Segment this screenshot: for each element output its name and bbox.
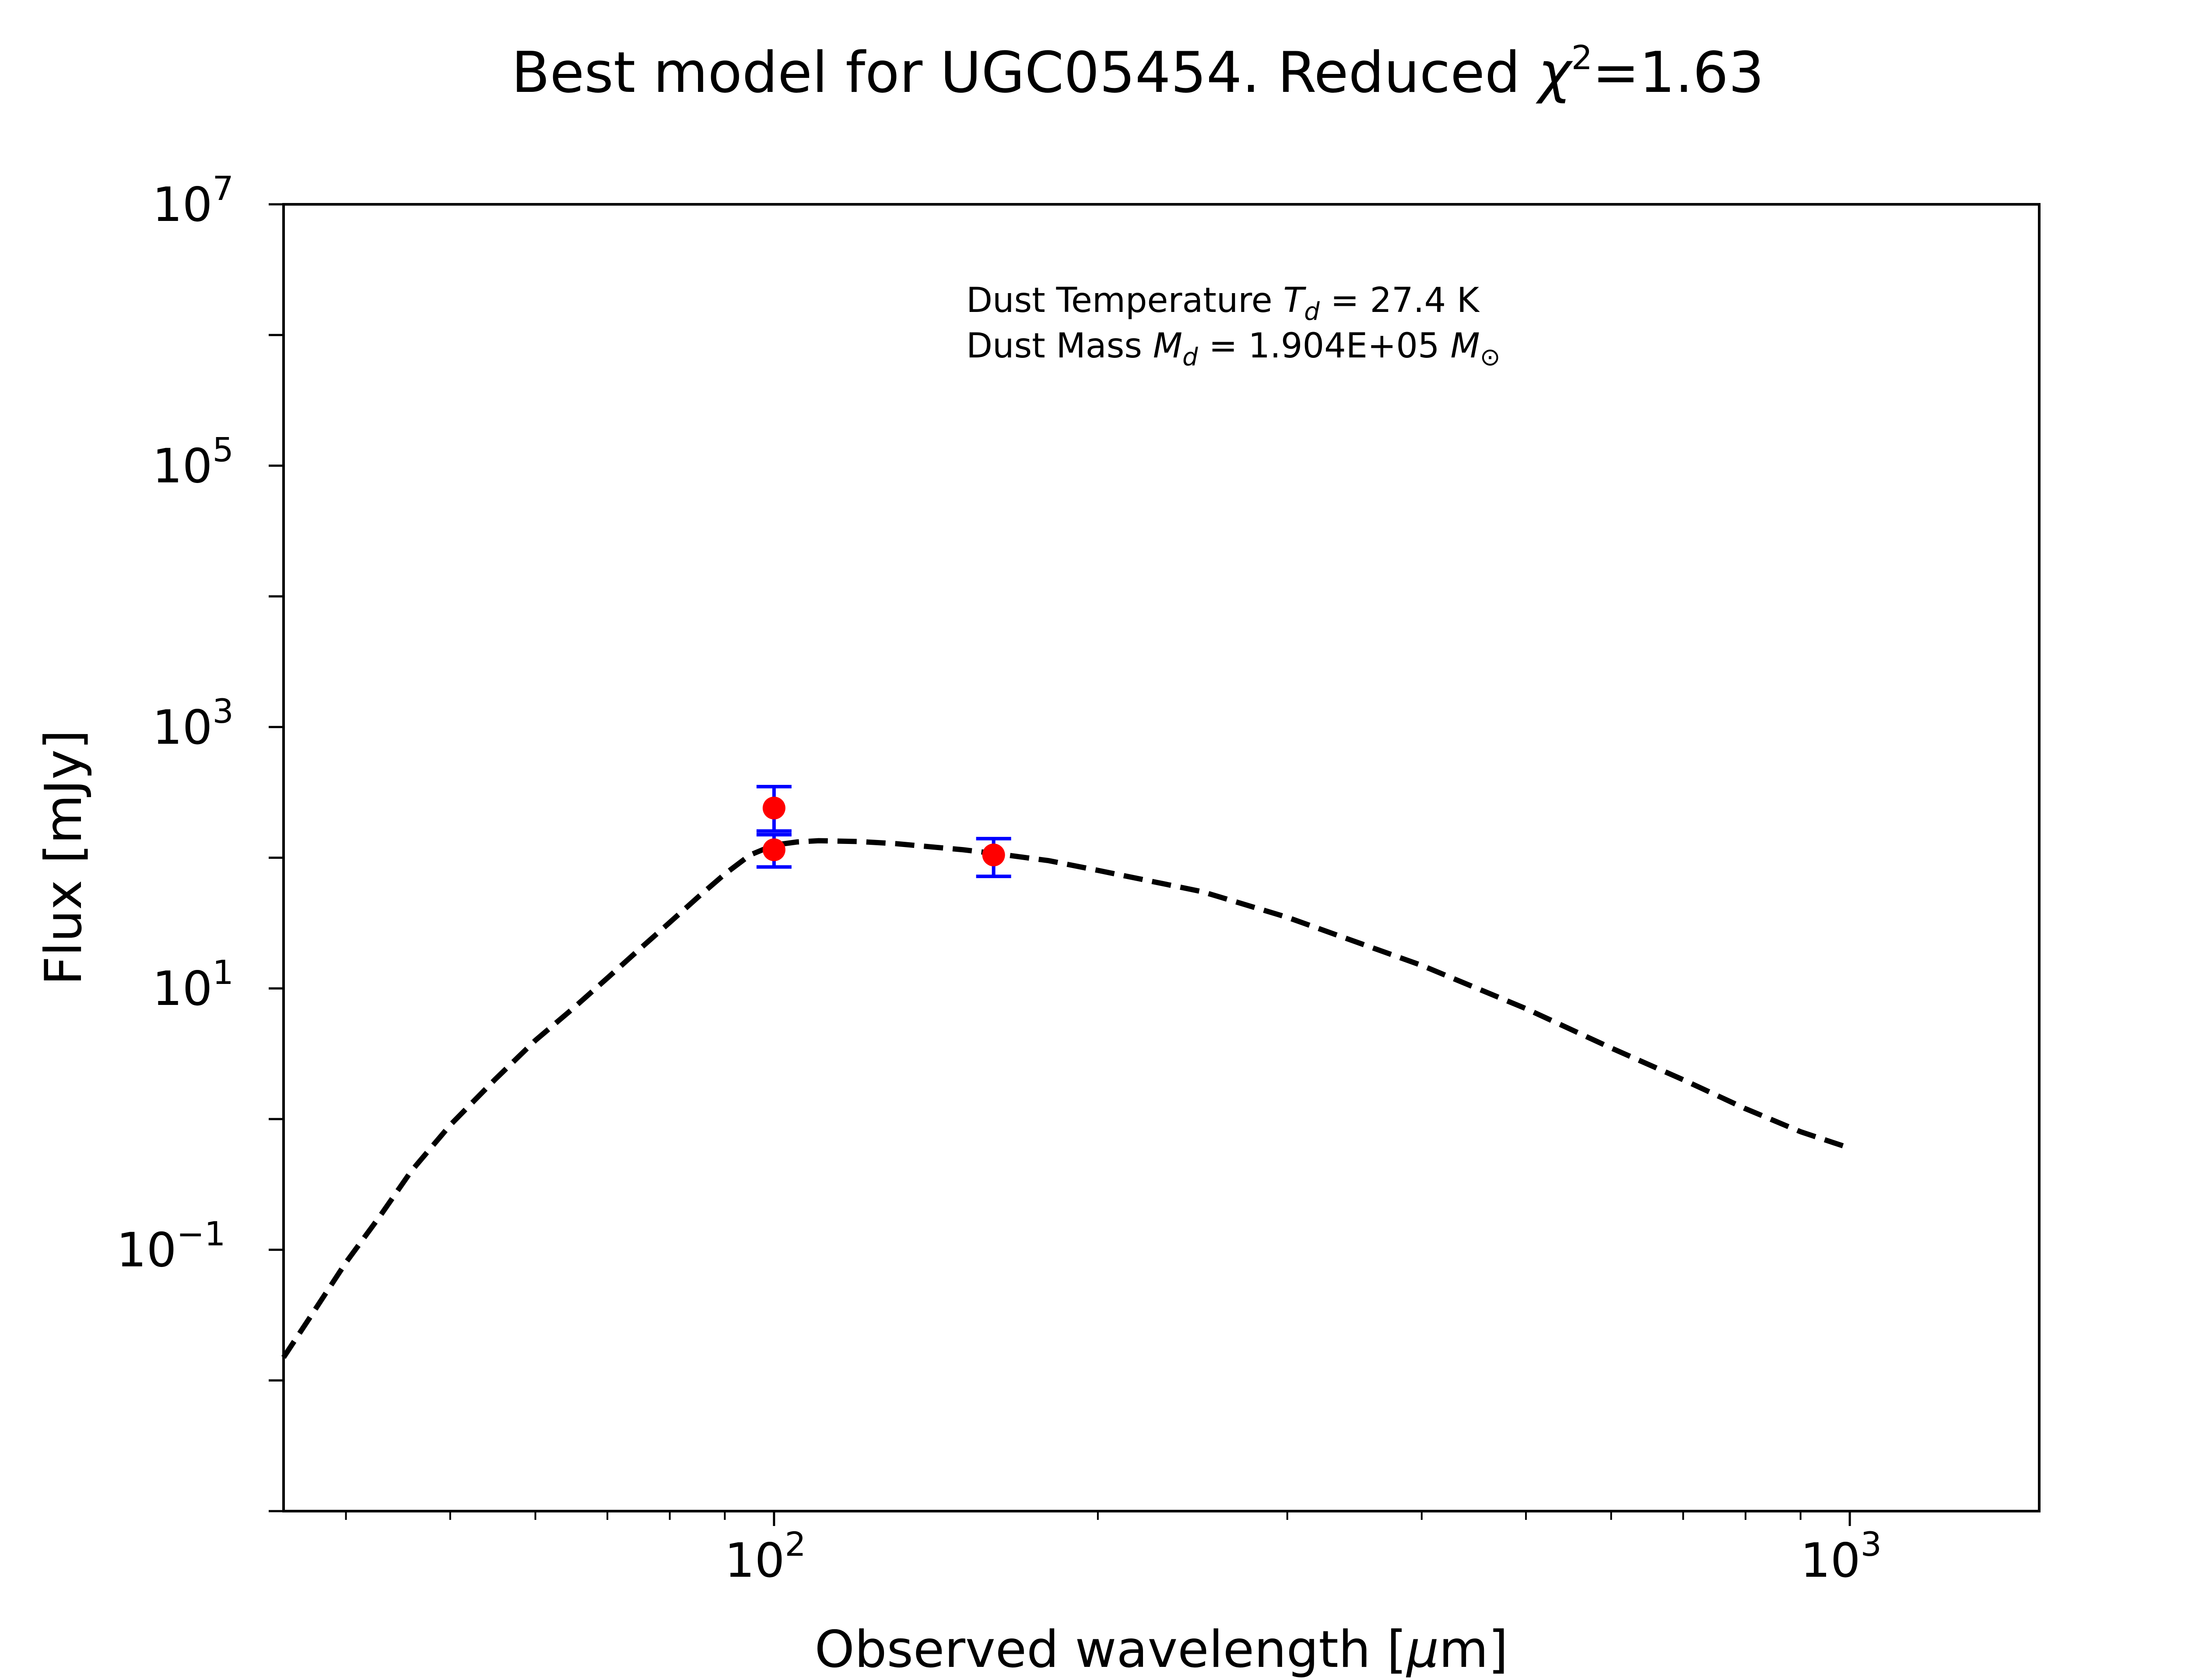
data-point <box>762 838 785 861</box>
x-tick-label: 103 <box>1800 1525 1882 1588</box>
model-layer <box>281 838 1851 1359</box>
y-tick-label: 103 <box>152 692 234 755</box>
y-tick-label: 10−1 <box>116 1214 225 1278</box>
plot-area <box>281 203 2041 1512</box>
x-axis-ticks: 102 103 <box>345 1511 1882 1588</box>
errorbar-layer <box>756 784 1011 878</box>
y-tick-label: 105 <box>152 430 234 494</box>
y-tick-label: 107 <box>152 169 234 232</box>
x-tick-label: 102 <box>725 1525 806 1588</box>
y-axis-ticks: 10−1 101 103 105 107 <box>116 169 284 1512</box>
x-axis-label: Observed wavelength [μm] <box>815 1620 1508 1679</box>
data-point <box>982 844 1005 867</box>
annotation-mass: Dust Mass Md = 1.904E+05 M⊙ <box>966 326 1501 371</box>
model-curve <box>281 838 1851 1359</box>
chart-title: Best model for UGC05454. Reduced χ2=1.63 <box>512 38 1764 105</box>
y-axis-label: Flux [mJy] <box>34 730 93 985</box>
y-tick-label: 101 <box>152 953 234 1016</box>
plot-frame <box>282 203 2041 1512</box>
annotation-temperature: Dust Temperature Td = 27.4 K <box>966 281 1480 326</box>
data-point <box>762 796 785 819</box>
point-layer <box>762 796 1005 867</box>
